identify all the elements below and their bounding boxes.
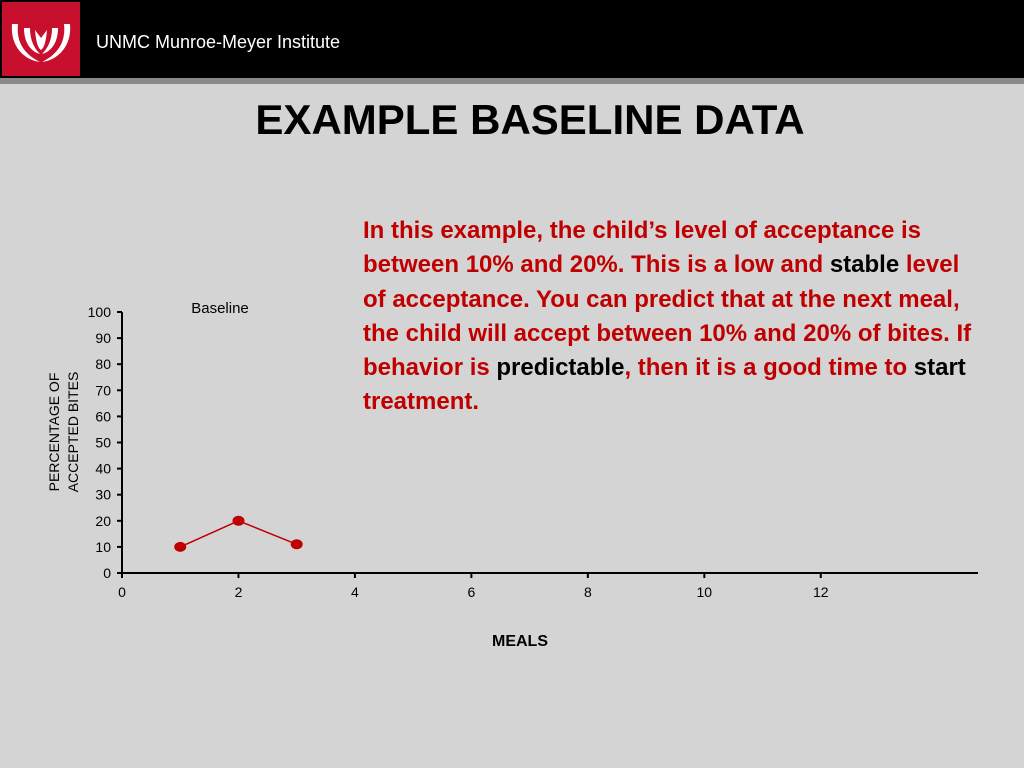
x-tick-label: 6 bbox=[467, 584, 475, 600]
x-tick-label: 2 bbox=[235, 584, 243, 600]
y-tick-label: 30 bbox=[95, 487, 111, 503]
y-axis-label-line1: PERCENTAGE OF bbox=[46, 373, 62, 492]
data-point bbox=[232, 515, 245, 526]
y-axis-label-line2: ACCEPTED BITES bbox=[65, 372, 81, 493]
y-tick-label: 40 bbox=[95, 461, 111, 477]
y-tick-label: 70 bbox=[95, 382, 111, 398]
unmc-logo-icon bbox=[2, 2, 80, 76]
header-bar: UNMC Munroe-Meyer Institute bbox=[0, 0, 1024, 78]
y-tick-label: 0 bbox=[103, 565, 111, 581]
paragraph-segment: In this example, the child’s level of ac… bbox=[363, 217, 921, 279]
data-point bbox=[290, 539, 303, 550]
y-tick-label: 80 bbox=[95, 356, 111, 372]
paragraph-segment: predictable bbox=[496, 354, 625, 382]
header-divider bbox=[0, 78, 1024, 84]
phase-label: Baseline bbox=[191, 300, 249, 317]
institution-name: UNMC Munroe-Meyer Institute bbox=[96, 32, 341, 52]
y-tick-label: 90 bbox=[95, 330, 111, 346]
paragraph-segment: start bbox=[913, 354, 966, 382]
y-tick-label: 20 bbox=[95, 513, 111, 529]
x-tick-label: 8 bbox=[584, 584, 592, 600]
explanation-paragraph: In this example, the child’s level of ac… bbox=[363, 214, 983, 420]
paragraph-segment: treatment. bbox=[363, 388, 480, 416]
x-tick-label: 10 bbox=[697, 584, 713, 600]
paragraph-segment: , then it is a good time to bbox=[624, 354, 914, 382]
data-point bbox=[174, 541, 187, 552]
x-tick-label: 12 bbox=[813, 584, 829, 600]
y-tick-label: 10 bbox=[95, 539, 111, 555]
y-tick-label: 50 bbox=[95, 435, 111, 451]
y-tick-label: 60 bbox=[95, 408, 111, 424]
y-tick-label: 100 bbox=[88, 304, 112, 320]
x-tick-label: 0 bbox=[118, 584, 126, 600]
x-tick-label: 4 bbox=[351, 584, 359, 600]
paragraph-segment: level of acceptance. You can predict tha… bbox=[363, 251, 972, 382]
slide-title: EXAMPLE BASELINE DATA bbox=[255, 96, 805, 143]
x-axis-label: MEALS bbox=[492, 633, 548, 650]
paragraph-segment: stable bbox=[829, 251, 900, 279]
